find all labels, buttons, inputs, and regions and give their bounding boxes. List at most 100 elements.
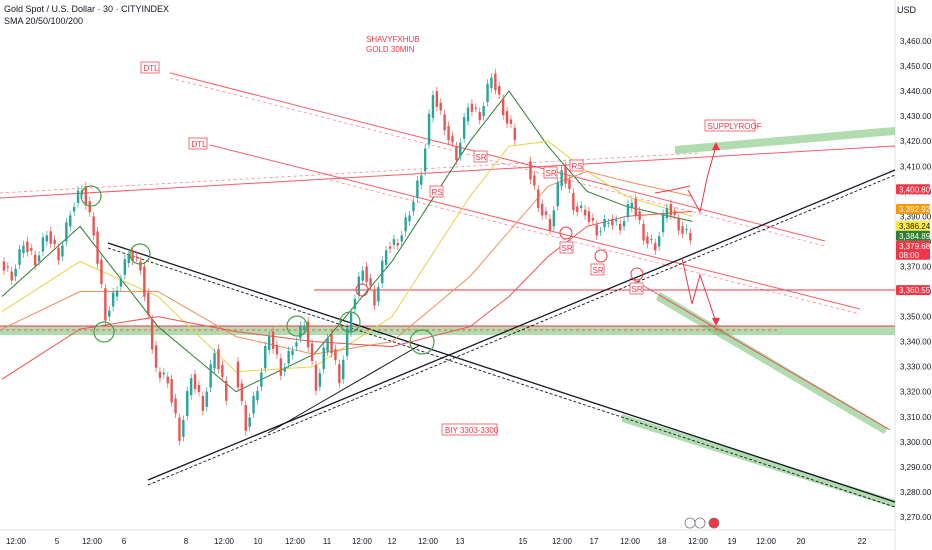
price-label-text: 3,392.92: [899, 205, 931, 214]
candle-body: [221, 365, 224, 377]
candle-body: [572, 192, 575, 211]
rising-red-line[interactable]: [0, 145, 896, 199]
price-tick-label: 3,440.00: [900, 87, 932, 96]
time-axis[interactable]: 12:00 5 12:00 6 8 12:00 10 12:00 11 12:00 12 12:00 1…: [6, 537, 867, 546]
candle-body: [509, 119, 513, 124]
time-tick-label: 12:00: [552, 537, 573, 546]
candle-body: [57, 248, 60, 261]
candle-body: [306, 321, 310, 348]
swing-circle[interactable]: [409, 329, 435, 355]
candle-body: [61, 245, 64, 257]
candle-body: [314, 365, 318, 391]
candle-body: [661, 214, 665, 233]
candle-body: [72, 207, 76, 212]
black-rising-line-short[interactable]: [267, 344, 421, 434]
price-label-text: 3,384.89: [899, 232, 931, 241]
candle-body: [361, 270, 364, 281]
price-label-text: 3,400.80: [899, 185, 931, 194]
black-downtrend-line[interactable]: [107, 242, 896, 503]
annotation-sr[interactable]: SR: [559, 241, 574, 254]
candle-body: [92, 216, 95, 236]
swing-circle[interactable]: [129, 243, 151, 265]
time-tick-label: 19: [728, 537, 737, 546]
indicator-legend[interactable]: SMA 20/50/100/200: [4, 16, 84, 26]
dtl-line-upper[interactable]: [169, 72, 826, 242]
candle-body: [104, 288, 107, 321]
swing-circle[interactable]: [339, 311, 361, 333]
time-tick-label: 8: [184, 537, 189, 546]
price-label-countdown: 08:00: [899, 251, 920, 260]
candle-body: [423, 148, 427, 172]
candle-body: [295, 342, 298, 347]
candle-body: [576, 206, 579, 213]
candle-body: [49, 231, 52, 244]
annotation-rs[interactable]: RS: [569, 159, 584, 172]
candle-body: [579, 205, 583, 209]
support-zone-band[interactable]: [0, 326, 895, 335]
price-tick-label: 3,410.00: [900, 162, 932, 171]
candle-body: [455, 146, 458, 161]
candle-body: [657, 236, 661, 247]
falling-red-line-right[interactable]: [629, 277, 891, 431]
candle-body: [568, 179, 571, 189]
economic-events[interactable]: [684, 517, 720, 529]
projection-path-up[interactable]: [687, 145, 717, 214]
candle-body: [501, 98, 505, 116]
candle-body: [638, 211, 641, 220]
candle-body: [135, 256, 138, 258]
annotation-sr[interactable]: SR: [629, 282, 644, 295]
candle-body: [412, 202, 415, 212]
candle-body: [10, 271, 13, 281]
candle-body: [587, 211, 591, 223]
marker-circle-red[interactable]: [559, 226, 573, 240]
black-uptrend-line[interactable]: [147, 169, 896, 481]
swing-circle[interactable]: [80, 185, 102, 207]
candle-body: [330, 334, 333, 354]
dtl-line-upper-dashed: [169, 77, 826, 247]
candle-body: [30, 248, 33, 251]
candle-body: [357, 276, 361, 295]
flag-icon[interactable]: [684, 517, 696, 529]
time-tick-label: 12:00: [214, 537, 235, 546]
price-tick-label: 3,390.00: [900, 212, 932, 221]
candle-body: [478, 111, 481, 121]
price-tick-label: 3,450.00: [900, 62, 932, 71]
annotation-dtl-lower[interactable]: DTL: [188, 137, 208, 150]
candle-body: [299, 325, 302, 339]
flag-icon[interactable]: [694, 517, 706, 529]
annotation-supplyroof[interactable]: SUPPLYROOF: [704, 119, 762, 132]
candle-body: [665, 207, 669, 219]
annotation-buy-zone[interactable]: BIY 3303-3300: [441, 423, 499, 436]
projection-path-down[interactable]: [681, 257, 717, 323]
annotation-dtl-upper[interactable]: DTL: [140, 61, 160, 74]
swing-circle[interactable]: [93, 321, 115, 343]
annotation-rs[interactable]: RS: [429, 185, 444, 198]
price-axis[interactable]: 3,270.00 3,280.00 3,290.00 3,300.00 3,310.00…: [900, 37, 932, 522]
candle-body: [127, 255, 130, 264]
candle-body: [470, 103, 474, 112]
candle-body: [548, 218, 552, 231]
marker-circle-red[interactable]: [594, 249, 608, 263]
price-tick-label: 3,300.00: [900, 438, 932, 447]
annotation-sr[interactable]: SR: [590, 263, 605, 276]
currency-label[interactable]: USD: [897, 5, 917, 15]
annotation-shavyfxhub[interactable]: SHAVYFXHUB GOLD 30MIN: [366, 35, 420, 54]
candle-body: [2, 261, 6, 271]
candle-body: [283, 367, 286, 372]
swing-circle[interactable]: [286, 315, 308, 337]
candle-body: [123, 259, 127, 275]
chart-symbol-title[interactable]: Gold Spot / U.S. Dollar · 30 · CITYINDEX: [4, 4, 170, 14]
candle-body: [186, 391, 189, 416]
candle-body: [560, 170, 563, 187]
candle-body: [447, 126, 450, 141]
marker-circle-red[interactable]: [355, 283, 369, 297]
annotation-sr[interactable]: SR: [543, 166, 558, 179]
annotation-sr[interactable]: SR: [473, 150, 488, 163]
supply-roof-zone[interactable]: [675, 127, 895, 154]
marker-circle-red[interactable]: [630, 267, 644, 281]
flag-icon[interactable]: [708, 517, 720, 529]
moving-average-line: [1, 90, 693, 393]
dtl-line-lower[interactable]: [209, 144, 861, 310]
